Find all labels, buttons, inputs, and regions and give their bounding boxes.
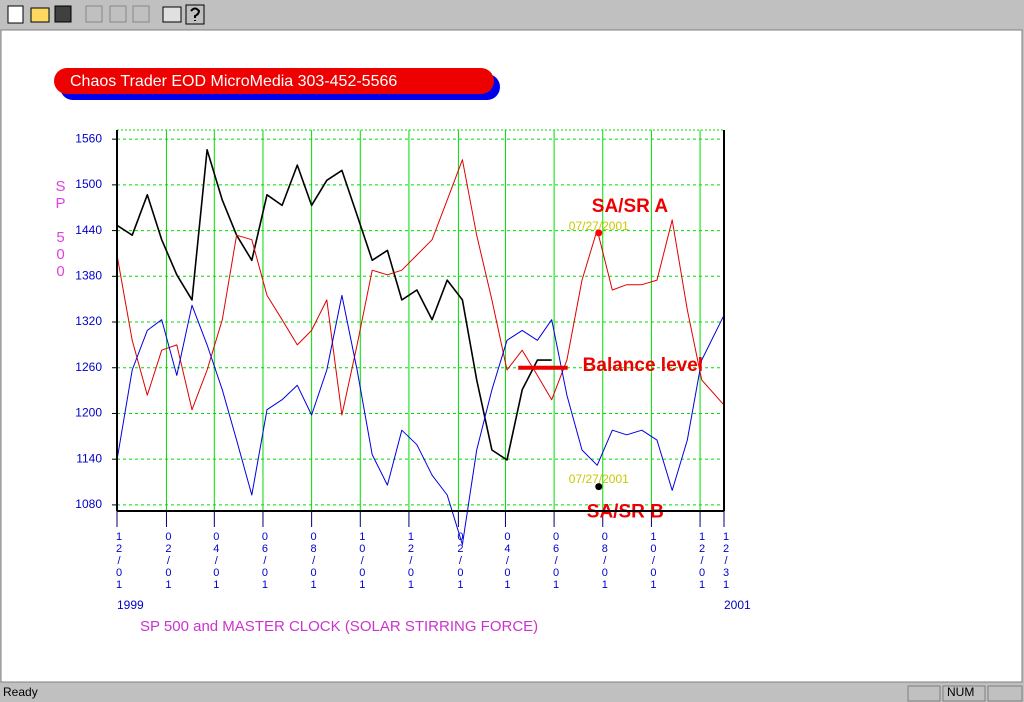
open-button[interactable] bbox=[30, 7, 50, 23]
y-tick-label: 1080 bbox=[75, 497, 102, 511]
turning-point bbox=[595, 483, 603, 491]
x-tick-label: 02/01 bbox=[162, 531, 175, 591]
y-tick-label: 1500 bbox=[75, 177, 102, 191]
y-tick-label: 1380 bbox=[75, 268, 102, 282]
y-tick-label: 1200 bbox=[75, 406, 102, 420]
y-tick-label: 1260 bbox=[75, 360, 102, 374]
turning-point bbox=[595, 229, 603, 237]
status-bar bbox=[0, 684, 1024, 702]
annotation-label: SA/SR A bbox=[592, 196, 669, 217]
series-line bbox=[116, 294, 725, 545]
help-button[interactable] bbox=[185, 4, 205, 25]
y-tick-label: 1140 bbox=[76, 451, 102, 465]
save-button[interactable] bbox=[54, 5, 72, 23]
x-tick-label: 02/01 bbox=[454, 531, 467, 591]
annotation-label: SA/SR B bbox=[587, 502, 664, 523]
year-label: 2001 bbox=[724, 598, 751, 612]
x-tick-label: 12/31 bbox=[720, 531, 732, 591]
status-pane bbox=[987, 685, 1023, 702]
x-tick-label: 12/01 bbox=[696, 531, 709, 591]
x-tick-label: 10/01 bbox=[356, 531, 369, 591]
x-tick-label: 12/01 bbox=[113, 531, 125, 591]
annotation-label: Balance level bbox=[583, 355, 703, 376]
x-tick-label: 08/01 bbox=[598, 531, 611, 591]
y-tick-label: 1320 bbox=[75, 314, 102, 328]
status-pane bbox=[942, 685, 986, 702]
y-tick-label: 1560 bbox=[75, 131, 102, 145]
x-axis-title: SP 500 and MASTER CLOCK (SOLAR STIRRING … bbox=[140, 618, 538, 635]
y-tick-label: 1440 bbox=[75, 223, 102, 237]
x-tick-label: 06/01 bbox=[550, 531, 563, 591]
toolbar-buttons bbox=[7, 4, 205, 25]
status-message: Ready bbox=[3, 685, 38, 699]
toolbar bbox=[0, 0, 1024, 28]
new-button[interactable] bbox=[7, 5, 24, 24]
paste-button[interactable] bbox=[132, 5, 150, 23]
date-label: 07/27/2001 bbox=[569, 472, 629, 486]
x-tick-label: 06/01 bbox=[258, 531, 271, 591]
x-tick-label: 10/01 bbox=[647, 531, 660, 591]
x-tick-label: 12/01 bbox=[404, 531, 417, 591]
plot-area: 1560 1500 1440 1380 1320 1260 1200 1140 1080 07/2… bbox=[75, 130, 725, 545]
date-label: 07/27/2001 bbox=[569, 219, 629, 233]
cut-button[interactable] bbox=[85, 5, 103, 23]
x-tick-label: 08/01 bbox=[307, 531, 320, 591]
y-axis-title: SP 500 bbox=[52, 178, 69, 280]
chart-title: Chaos Trader EOD MicroMedia 303-452-5566 bbox=[70, 73, 397, 90]
series-line bbox=[116, 149, 552, 461]
title-banner bbox=[54, 68, 494, 94]
copy-button[interactable] bbox=[109, 5, 127, 23]
status-indicator: NUM bbox=[947, 685, 974, 699]
help-icon bbox=[190, 7, 201, 21]
x-tick-label: 04/01 bbox=[210, 531, 223, 591]
series-line bbox=[116, 159, 725, 416]
year-label: 1999 bbox=[117, 598, 144, 612]
x-tick-label: 04/01 bbox=[501, 531, 514, 591]
status-pane bbox=[907, 685, 941, 702]
print-button[interactable] bbox=[162, 6, 182, 23]
